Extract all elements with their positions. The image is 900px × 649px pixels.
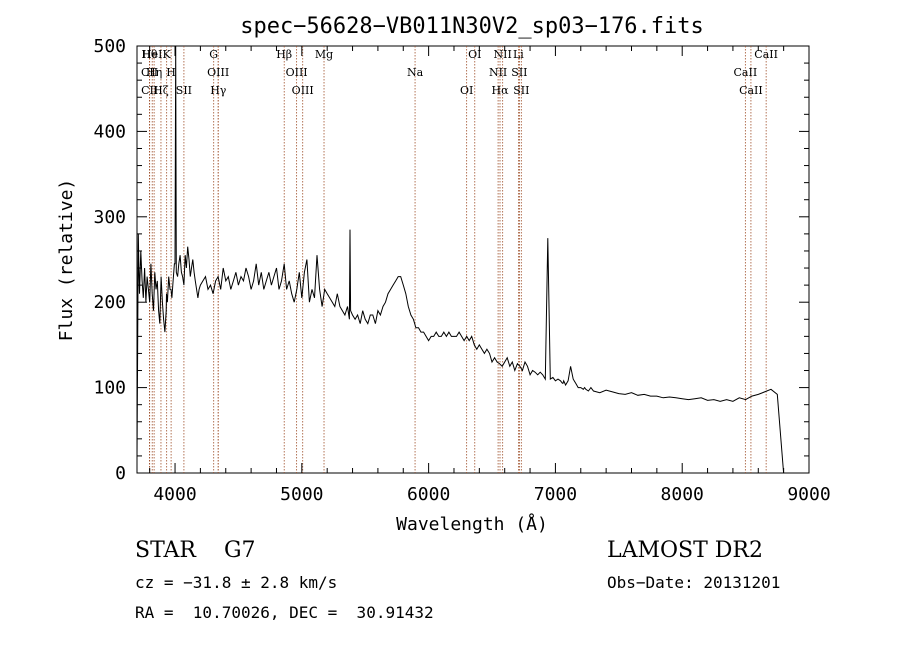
line-marker-label: HeI <box>142 48 162 61</box>
line-marker-label: Hζ <box>153 84 169 97</box>
line-marker-label: SII <box>513 84 529 97</box>
redshift-text: cz = −31.8 ± 2.8 km/s <box>135 573 338 592</box>
line-marker-label: SII <box>176 84 192 97</box>
y-tick-label: 200 <box>93 292 126 313</box>
line-marker-label: Na <box>407 66 424 79</box>
x-tick-label: 8000 <box>661 484 704 505</box>
x-tick-label: 7000 <box>534 484 577 505</box>
line-marker-label: SII <box>511 66 527 79</box>
line-marker-label: Li <box>513 48 524 61</box>
spectrum-line <box>136 45 785 474</box>
line-marker-label: Mg <box>315 48 333 61</box>
line-marker-label: Hγ <box>210 84 227 97</box>
y-axis-ticks: 0 100 200 300 400 500 <box>93 36 809 484</box>
line-marker-label: NII <box>494 48 512 61</box>
plot-frame <box>136 45 810 474</box>
chart-title: spec−56628−VB011N30V2_sp03−176.fits <box>240 14 704 39</box>
spectral-class: STAR G7 <box>135 538 256 563</box>
obs-date-text: Obs−Date: 20131201 <box>607 573 781 592</box>
line-marker-label: K <box>163 48 172 61</box>
x-tick-label: 5000 <box>280 484 323 505</box>
line-marker-label: H <box>166 66 176 79</box>
y-tick-label: 100 <box>93 378 126 399</box>
line-marker-label: Hα <box>491 84 509 97</box>
line-marker-label: OIII <box>292 84 314 97</box>
y-tick-label: 300 <box>93 207 126 228</box>
x-tick-label: 9000 <box>787 484 830 505</box>
y-tick-label: 400 <box>93 121 126 142</box>
line-marker-label: CaII <box>754 48 778 61</box>
y-tick-label: 500 <box>93 36 126 57</box>
line-marker-labels: HθCIICIIHeIHηHζKHSIIGOIIIHγHβOIIIOIIIMgN… <box>141 48 778 97</box>
line-marker-label: CaII <box>734 66 758 79</box>
line-marker-label: CaII <box>739 84 763 97</box>
line-marker-label: CII <box>141 66 158 79</box>
x-tick-label: 6000 <box>407 484 450 505</box>
y-axis-label: Flux (relative) <box>56 179 77 342</box>
line-markers <box>149 46 767 473</box>
line-marker-label: OI <box>460 84 473 97</box>
line-marker-label: CII <box>141 84 158 97</box>
line-marker-label: OIII <box>207 66 229 79</box>
x-tick-label: 4000 <box>153 484 196 505</box>
line-marker-label: Hθ <box>141 48 158 61</box>
subclass-label: G7 <box>223 538 256 563</box>
coordinates-text: RA = 10.70026, DEC = 30.91432 <box>135 603 434 622</box>
line-marker-label: OI <box>468 48 481 61</box>
line-marker-label: OIII <box>286 66 308 79</box>
line-marker-label: Hη <box>146 66 162 79</box>
x-axis-label: Wavelength (Å) <box>396 513 548 535</box>
line-marker-label: G <box>209 48 218 61</box>
x-axis-ticks: 4000 5000 6000 7000 8000 9000 <box>149 46 831 505</box>
survey-label: LAMOST DR2 <box>607 538 763 563</box>
line-marker-label: NII <box>489 66 507 79</box>
y-tick-label: 0 <box>115 463 126 484</box>
class-label: STAR <box>135 538 196 563</box>
line-marker-label: Hβ <box>276 48 292 61</box>
